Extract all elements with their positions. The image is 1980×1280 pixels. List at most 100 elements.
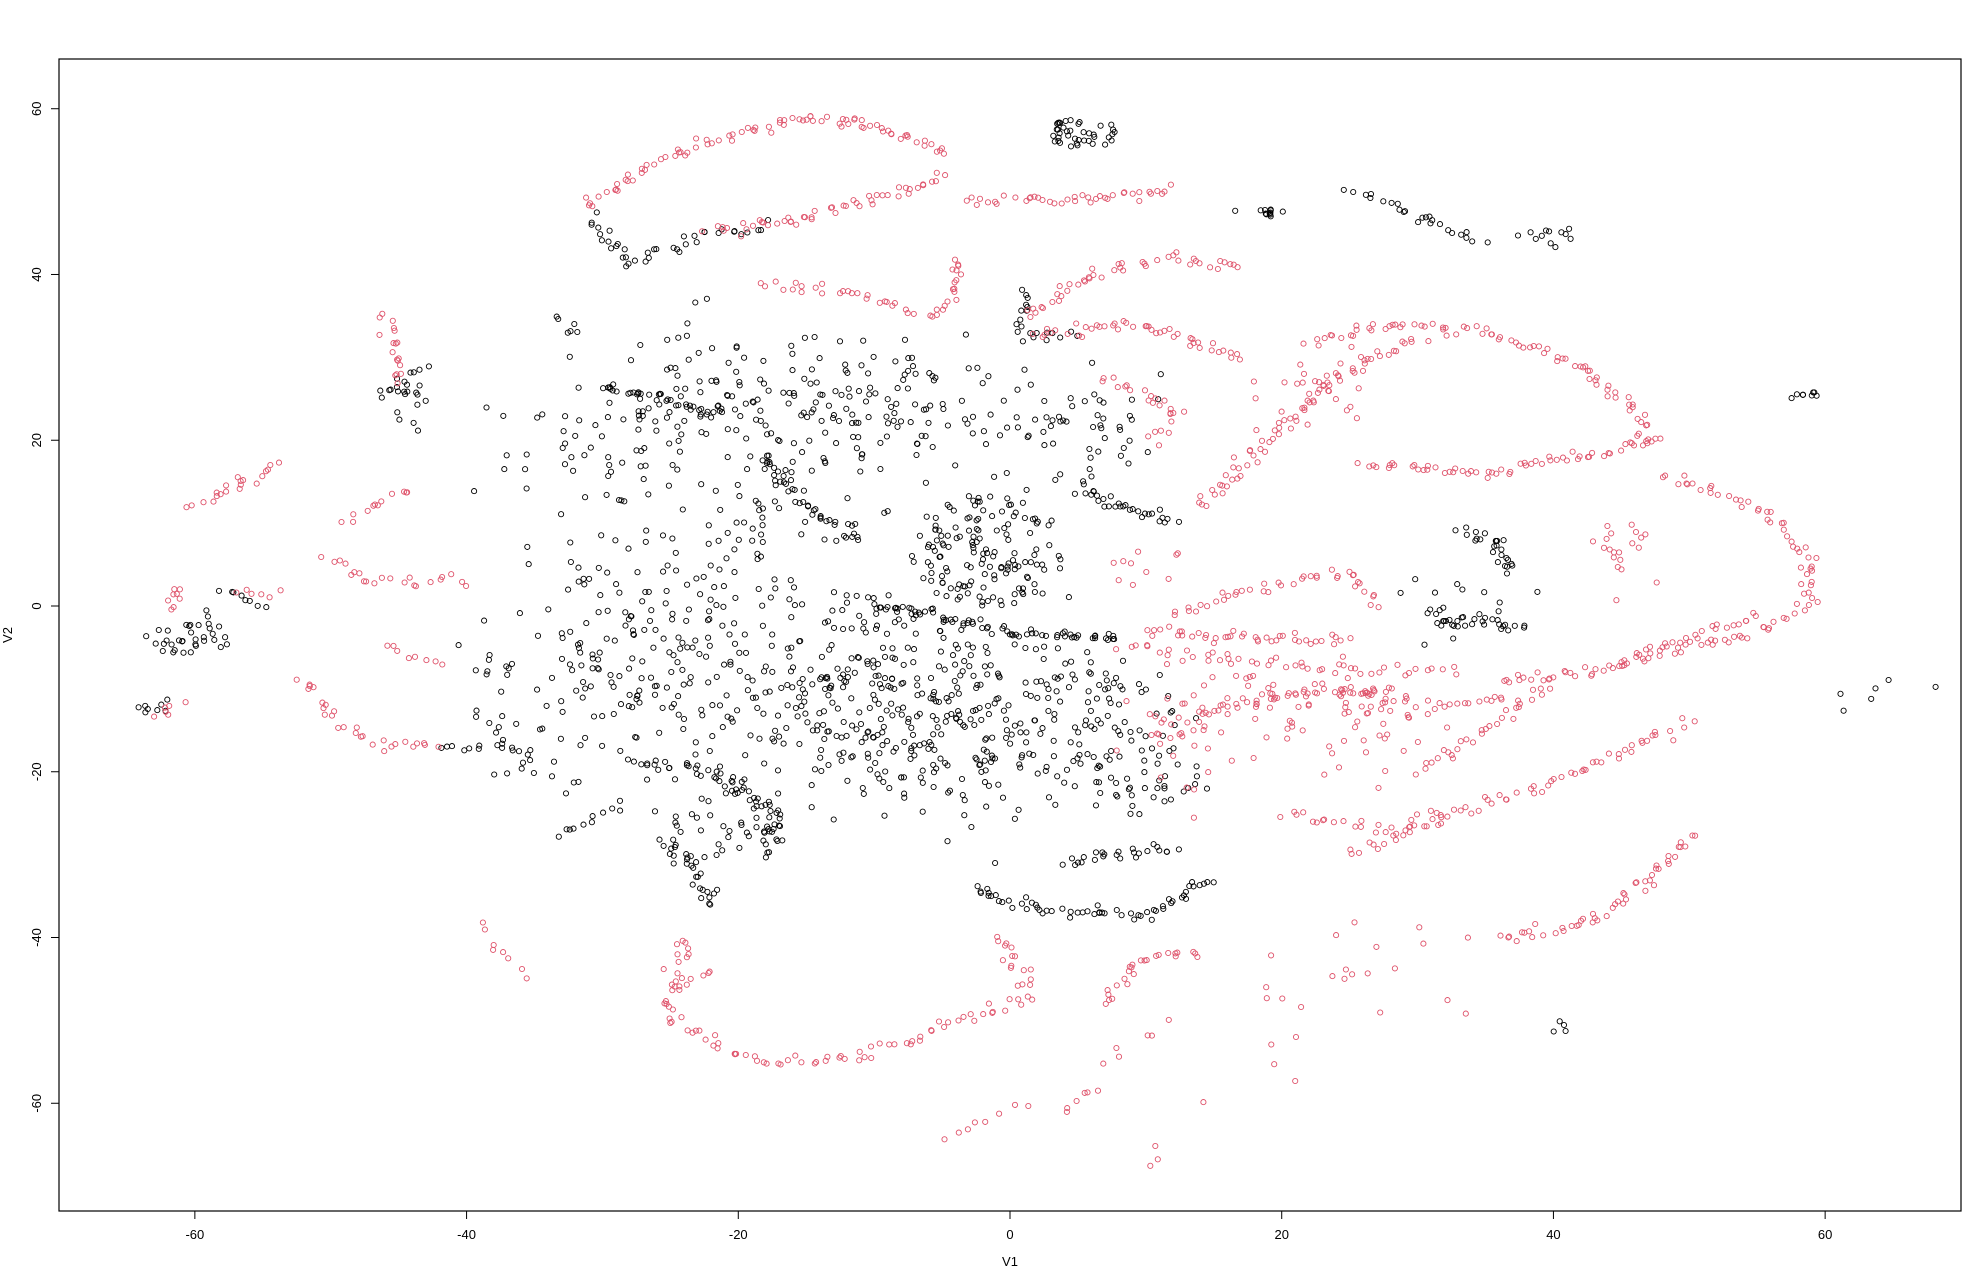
data-point — [1164, 652, 1171, 659]
data-point — [1200, 727, 1207, 734]
data-point — [1062, 660, 1069, 667]
data-point — [1642, 887, 1649, 894]
data-point — [393, 371, 400, 378]
data-point — [884, 603, 891, 611]
data-point — [614, 180, 621, 188]
data-point — [744, 687, 751, 694]
data-point — [1267, 690, 1274, 697]
data-point — [1686, 638, 1694, 645]
data-point — [953, 296, 960, 303]
data-point — [888, 403, 895, 410]
data-point — [684, 1027, 691, 1034]
data-point — [796, 694, 803, 701]
data-point — [1238, 587, 1245, 594]
data-point — [952, 462, 959, 469]
data-point — [714, 886, 721, 893]
data-point — [1428, 665, 1435, 672]
data-point — [864, 660, 871, 668]
data-point — [858, 117, 865, 124]
data-point — [975, 494, 982, 501]
data-point — [1704, 639, 1711, 646]
data-point — [867, 1043, 875, 1050]
data-point — [932, 526, 939, 533]
data-point — [653, 397, 660, 404]
data-point — [1138, 514, 1146, 521]
data-point — [1493, 470, 1500, 477]
data-point — [1278, 408, 1285, 415]
data-point — [817, 515, 824, 522]
data-point — [952, 524, 959, 531]
data-point — [1008, 731, 1015, 738]
data-point — [670, 244, 677, 251]
data-point — [904, 133, 911, 140]
data-point — [1550, 775, 1557, 783]
data-point — [908, 610, 915, 617]
data-point — [573, 687, 580, 694]
data-point — [653, 682, 660, 689]
data-point — [981, 757, 988, 764]
data-point — [1304, 421, 1311, 428]
data-point — [1005, 521, 1012, 528]
data-point — [1837, 690, 1844, 697]
data-point — [1203, 785, 1211, 792]
data-point — [1532, 457, 1539, 465]
data-point — [1342, 699, 1349, 706]
data-point — [1364, 355, 1371, 362]
data-point — [1075, 120, 1082, 127]
data-point — [1220, 596, 1228, 603]
data-point — [1620, 890, 1627, 897]
data-point — [1267, 657, 1275, 664]
data-point — [580, 678, 587, 686]
data-point — [731, 569, 738, 576]
data-point — [1422, 765, 1429, 772]
data-point — [435, 743, 442, 750]
data-point — [953, 277, 960, 284]
data-point — [638, 165, 645, 172]
data-point — [859, 784, 866, 792]
data-point — [662, 998, 669, 1005]
data-point — [1461, 700, 1469, 707]
data-point — [595, 609, 602, 616]
data-point — [1031, 193, 1038, 200]
data-point — [201, 637, 208, 644]
data-point — [1385, 464, 1392, 472]
data-point — [1381, 840, 1388, 848]
data-point — [609, 387, 616, 394]
data-point — [1444, 997, 1451, 1004]
data-point — [922, 479, 929, 486]
data-point — [1152, 428, 1159, 435]
data-point — [653, 246, 660, 253]
data-point — [741, 519, 748, 526]
data-point — [363, 578, 370, 585]
data-point — [1408, 338, 1415, 345]
data-point — [1488, 469, 1496, 476]
data-point — [812, 506, 819, 513]
data-point — [1007, 964, 1014, 971]
data-point — [1304, 665, 1311, 672]
data-point — [924, 544, 932, 551]
data-point — [1087, 670, 1094, 677]
data-point — [617, 807, 624, 814]
data-point — [1300, 573, 1307, 580]
data-point — [1488, 697, 1495, 704]
data-point — [1360, 737, 1367, 744]
data-point — [168, 606, 175, 613]
data-point — [780, 121, 787, 128]
data-point — [1148, 731, 1155, 739]
data-point — [705, 767, 712, 774]
data-point — [1338, 334, 1345, 342]
data-point — [634, 569, 641, 576]
data-point — [747, 732, 754, 739]
data-point — [941, 1023, 948, 1031]
data-point — [821, 536, 828, 543]
data-point — [802, 518, 809, 525]
data-point — [1606, 546, 1613, 553]
data-point — [1550, 1028, 1557, 1035]
data-point — [889, 654, 896, 661]
data-point — [759, 514, 766, 521]
data-point — [908, 552, 916, 560]
data-point — [1174, 550, 1181, 557]
data-point — [1713, 621, 1720, 628]
data-point — [984, 649, 991, 657]
data-point — [1065, 684, 1073, 691]
